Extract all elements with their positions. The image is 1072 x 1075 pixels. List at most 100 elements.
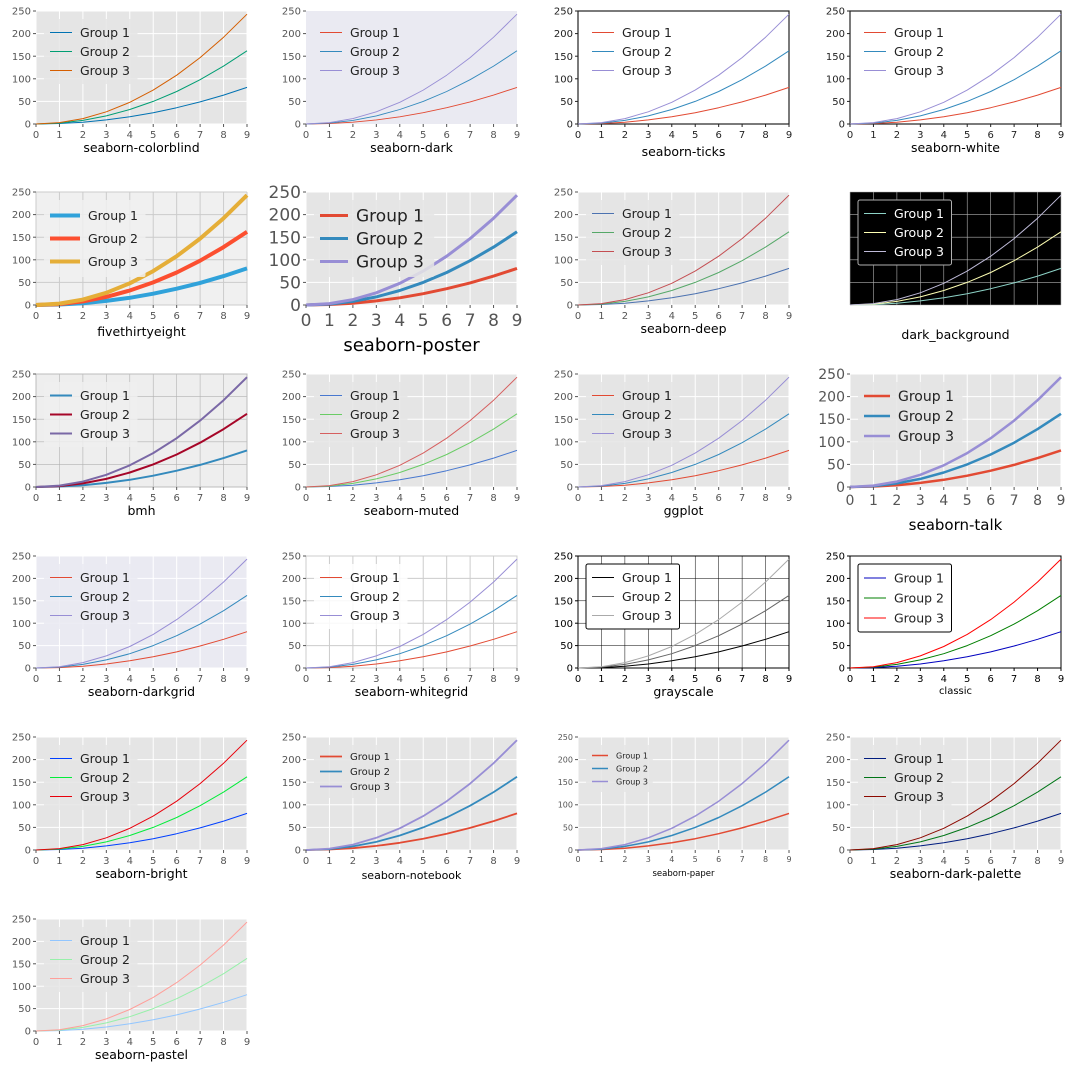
- x-tick-label: 6: [443, 674, 449, 685]
- series-line-1: [849, 86, 1062, 125]
- legend-box: [44, 745, 138, 810]
- chart-ggplot: 0 1 2 3 4 5 6 7 8 9 0 50 100 150 200 250 Group 1 Group 2 G…: [554, 370, 792, 518]
- series-line-3: [849, 194, 1062, 306]
- x-tick-label: 9: [514, 674, 520, 685]
- y-tick-label: 150: [554, 415, 573, 426]
- x-tick-label: 2: [80, 493, 86, 504]
- x-tick-label: 7: [197, 1037, 203, 1048]
- chart-title: seaborn-dark-palette: [890, 866, 1022, 881]
- legend-label-1: Group 1: [622, 388, 672, 403]
- y-tick-label: 0: [567, 301, 573, 312]
- x-tick-label: 4: [939, 493, 948, 509]
- legend-label-1: Group 1: [350, 25, 400, 40]
- legend-label-1: Group 1: [350, 570, 400, 585]
- legend-label-1: Group 1: [616, 751, 648, 760]
- y-tick-label: 200: [12, 210, 31, 221]
- x-tick-label: 1: [598, 311, 604, 322]
- y-tick-label: 0: [295, 664, 301, 675]
- x-tick-label: 5: [150, 1037, 156, 1048]
- x-tick-label: 0: [575, 130, 581, 141]
- x-tick-label: 3: [645, 130, 651, 141]
- chart-seaborn-white: 0 1 2 3 4 5 6 7 8 9 0 50 100 150 200 250 Group 1 Group 2 G…: [826, 7, 1064, 155]
- x-tick-label: 5: [693, 855, 698, 864]
- y-tick-label: 0: [839, 664, 845, 675]
- legend-label-3: Group 3: [616, 777, 648, 786]
- x-tick-label: 4: [127, 856, 133, 867]
- chart-seaborn-muted: 0 1 2 3 4 5 6 7 8 9 0 50 100 150 200 250 Group 1 Group 2 G…: [282, 370, 520, 518]
- y-tick-label: 150: [12, 52, 31, 63]
- chart-title: seaborn-colorblind: [83, 140, 199, 155]
- y-tick-label: 50: [832, 97, 845, 108]
- series-line-2: [577, 776, 790, 851]
- x-tick-label: 7: [739, 130, 745, 141]
- legend-label-1: Group 1: [894, 571, 944, 586]
- y-tick-label: 100: [818, 435, 845, 451]
- series-line-2: [577, 231, 790, 306]
- y-tick-label: 250: [12, 370, 31, 381]
- y-tick-label: 200: [826, 755, 845, 766]
- x-tick-label: 7: [739, 493, 745, 504]
- series-line-1: [35, 86, 248, 125]
- legend-label-3: Group 3: [894, 63, 944, 78]
- x-tick-label: 2: [80, 674, 86, 685]
- x-tick-label: 7: [467, 130, 473, 141]
- x-tick-label: 3: [373, 674, 379, 685]
- y-tick-label: 200: [282, 755, 301, 766]
- x-tick-label: 9: [244, 1037, 250, 1048]
- x-tick-label: 0: [33, 493, 39, 504]
- legend-label-2: Group 2: [356, 230, 424, 250]
- x-tick-label: 9: [786, 674, 792, 685]
- x-tick-label: 7: [467, 493, 473, 504]
- x-tick-label: 9: [244, 130, 250, 141]
- x-tick-label: 1: [56, 493, 62, 504]
- legend-label-3: Group 3: [894, 789, 944, 804]
- x-tick-label: 0: [847, 856, 853, 867]
- x-tick-label: 2: [622, 674, 628, 685]
- y-tick-label: 200: [554, 392, 573, 403]
- y-tick-label: 0: [567, 664, 573, 675]
- x-tick-label: 5: [420, 674, 426, 685]
- y-tick-label: 250: [554, 7, 573, 18]
- chart-seaborn-notebook: 0 1 2 3 4 5 6 7 8 9 0 50 100 150 200 250 Group 1 Group 2 G…: [282, 733, 520, 882]
- x-tick-label: 3: [373, 130, 379, 141]
- chart-title: seaborn-paper: [653, 869, 715, 879]
- y-tick-label: 150: [12, 596, 31, 607]
- x-tick-label: 7: [740, 855, 745, 864]
- x-tick-label: 0: [301, 311, 312, 331]
- series-line-3: [849, 558, 1062, 669]
- x-tick-label: 0: [847, 130, 853, 141]
- x-tick-label: 6: [443, 856, 449, 867]
- series-line-3: [305, 13, 518, 125]
- y-tick-label: 0: [836, 480, 845, 496]
- legend-label-1: Group 1: [622, 206, 672, 221]
- x-tick-label: 0: [575, 311, 581, 322]
- y-tick-label: 250: [826, 733, 845, 744]
- legend-label-1: Group 1: [894, 206, 944, 221]
- y-tick-label: 250: [818, 367, 845, 383]
- y-tick-label: 100: [282, 74, 301, 85]
- y-tick-label: 250: [282, 733, 301, 744]
- x-tick-label: 6: [716, 855, 721, 864]
- x-tick-label: 1: [56, 856, 62, 867]
- chart-title: dark_background: [901, 327, 1009, 342]
- legend-label-3: Group 3: [898, 429, 954, 445]
- x-tick-label: 4: [669, 674, 675, 685]
- y-tick-label: 50: [18, 97, 31, 108]
- legend-label-2: Group 2: [350, 767, 390, 778]
- x-tick-label: 1: [326, 130, 332, 141]
- series-line-2: [305, 50, 518, 125]
- x-tick-label: 0: [33, 856, 39, 867]
- x-tick-label: 3: [917, 856, 923, 867]
- y-tick-label: 250: [554, 552, 573, 563]
- y-tick-label: 100: [12, 800, 31, 811]
- chart-title: seaborn-talk: [909, 516, 1003, 534]
- x-tick-label: 4: [127, 674, 133, 685]
- legend-label-1: Group 1: [350, 752, 390, 763]
- x-tick-label: 9: [786, 130, 792, 141]
- y-tick-label: 100: [12, 437, 31, 448]
- y-tick-label: 50: [288, 97, 301, 108]
- x-tick-label: 8: [220, 130, 226, 141]
- legend-label-2: Group 2: [622, 44, 672, 59]
- y-tick-label: 200: [818, 390, 845, 406]
